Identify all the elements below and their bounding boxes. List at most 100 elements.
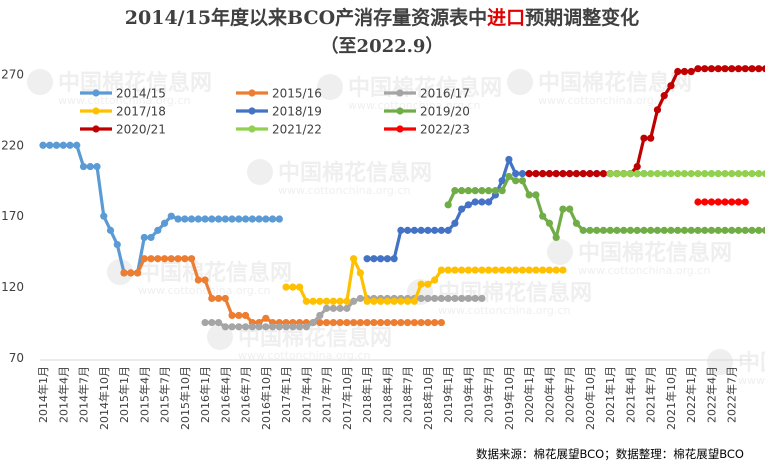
chart-title-part: 2014/15年度以来BCO产消存量资源表中	[125, 6, 487, 29]
data-point	[539, 170, 547, 178]
x-axis: 2014年1月 2014年4月 2014年7月 2014年10月 2015年1月 2015…	[36, 359, 752, 430]
data-point	[343, 318, 351, 327]
data-point	[214, 215, 223, 223]
data-point	[133, 269, 142, 277]
data-point	[248, 215, 256, 223]
data-point	[748, 170, 756, 178]
data-point	[687, 170, 695, 178]
data-point	[680, 170, 689, 178]
data-point	[701, 65, 709, 73]
data-point	[431, 226, 439, 234]
data-point	[404, 297, 412, 305]
data-point	[748, 65, 756, 73]
data-point	[235, 311, 243, 320]
data-point	[417, 318, 425, 327]
data-point	[235, 323, 243, 331]
data-point	[451, 266, 459, 274]
watermark-text: 中国棉花信息网	[278, 160, 432, 186]
data-point	[343, 304, 351, 312]
data-point	[552, 266, 560, 274]
data-point	[485, 198, 493, 206]
data-point	[579, 170, 587, 178]
data-point	[728, 198, 736, 206]
data-point	[410, 297, 418, 305]
data-point	[755, 65, 763, 73]
data-point	[721, 65, 729, 73]
y-tick-label: 70	[9, 351, 24, 365]
data-point	[356, 318, 364, 327]
data-point	[174, 255, 182, 263]
data-point	[505, 266, 513, 274]
data-point	[397, 297, 405, 305]
data-point	[343, 297, 351, 305]
data-point	[417, 226, 425, 234]
data-point	[316, 311, 324, 320]
data-point	[302, 297, 310, 305]
data-point	[741, 65, 749, 73]
data-point	[160, 219, 169, 227]
data-point	[444, 226, 452, 234]
x-tick-label: 2016年10月	[259, 366, 273, 430]
x-tick-label: 2018年4月	[380, 366, 394, 423]
data-point	[444, 266, 452, 274]
data-point	[268, 215, 277, 223]
legend-item: 2016/17	[384, 87, 470, 101]
data-point	[559, 205, 567, 213]
data-point	[586, 226, 594, 234]
data-point	[383, 297, 391, 305]
data-point	[653, 226, 662, 234]
data-point	[302, 323, 310, 331]
data-point	[647, 170, 655, 178]
data-point	[518, 177, 527, 185]
x-tick-label: 2019年1月	[441, 366, 455, 423]
series-line	[43, 143, 280, 275]
data-point	[424, 280, 432, 288]
data-point	[478, 198, 486, 206]
data-point	[674, 226, 682, 234]
data-point	[214, 294, 223, 303]
data-point	[194, 276, 202, 284]
data-point	[728, 170, 736, 178]
data-point	[728, 65, 736, 73]
legend-item: 2015/16	[236, 87, 322, 101]
legend: 2014/15 2015/16 2016/17 2017/18 2018/19 2019/…	[80, 87, 470, 137]
data-point	[478, 187, 486, 195]
data-point	[390, 255, 398, 263]
watermark-url: www.cottonchina.org.cn	[538, 94, 670, 107]
data-point	[525, 170, 533, 178]
data-point	[674, 170, 682, 178]
watermark-url: www.cottonchina.org.cn	[578, 264, 710, 277]
data-point	[707, 170, 716, 178]
data-point	[140, 255, 148, 263]
data-point	[39, 141, 47, 149]
data-point	[761, 226, 765, 234]
data-point	[694, 226, 702, 234]
data-point	[316, 297, 324, 305]
data-point	[437, 226, 445, 234]
data-point	[363, 255, 371, 263]
legend-item: 2021/22	[236, 123, 322, 137]
data-point	[721, 198, 729, 206]
x-tick-label: 2021年7月	[644, 366, 658, 423]
legend-marker	[92, 125, 100, 133]
legend-item: 2019/20	[384, 105, 470, 119]
y-tick-label: 270	[1, 67, 24, 81]
legend-label: 2016/17	[420, 87, 470, 101]
data-point	[694, 65, 702, 73]
data-point	[363, 318, 371, 327]
watermark-logo-icon	[507, 69, 533, 95]
data-point	[741, 226, 749, 234]
data-point	[377, 255, 385, 263]
data-point	[59, 141, 67, 149]
data-point	[512, 266, 520, 274]
data-point	[154, 226, 162, 234]
data-point	[444, 294, 452, 303]
data-point	[187, 255, 196, 263]
data-point	[518, 266, 527, 274]
data-point	[350, 297, 358, 305]
data-point	[323, 304, 331, 312]
data-point	[417, 294, 425, 303]
data-point	[471, 294, 479, 303]
watermark-logo-icon	[707, 349, 733, 375]
